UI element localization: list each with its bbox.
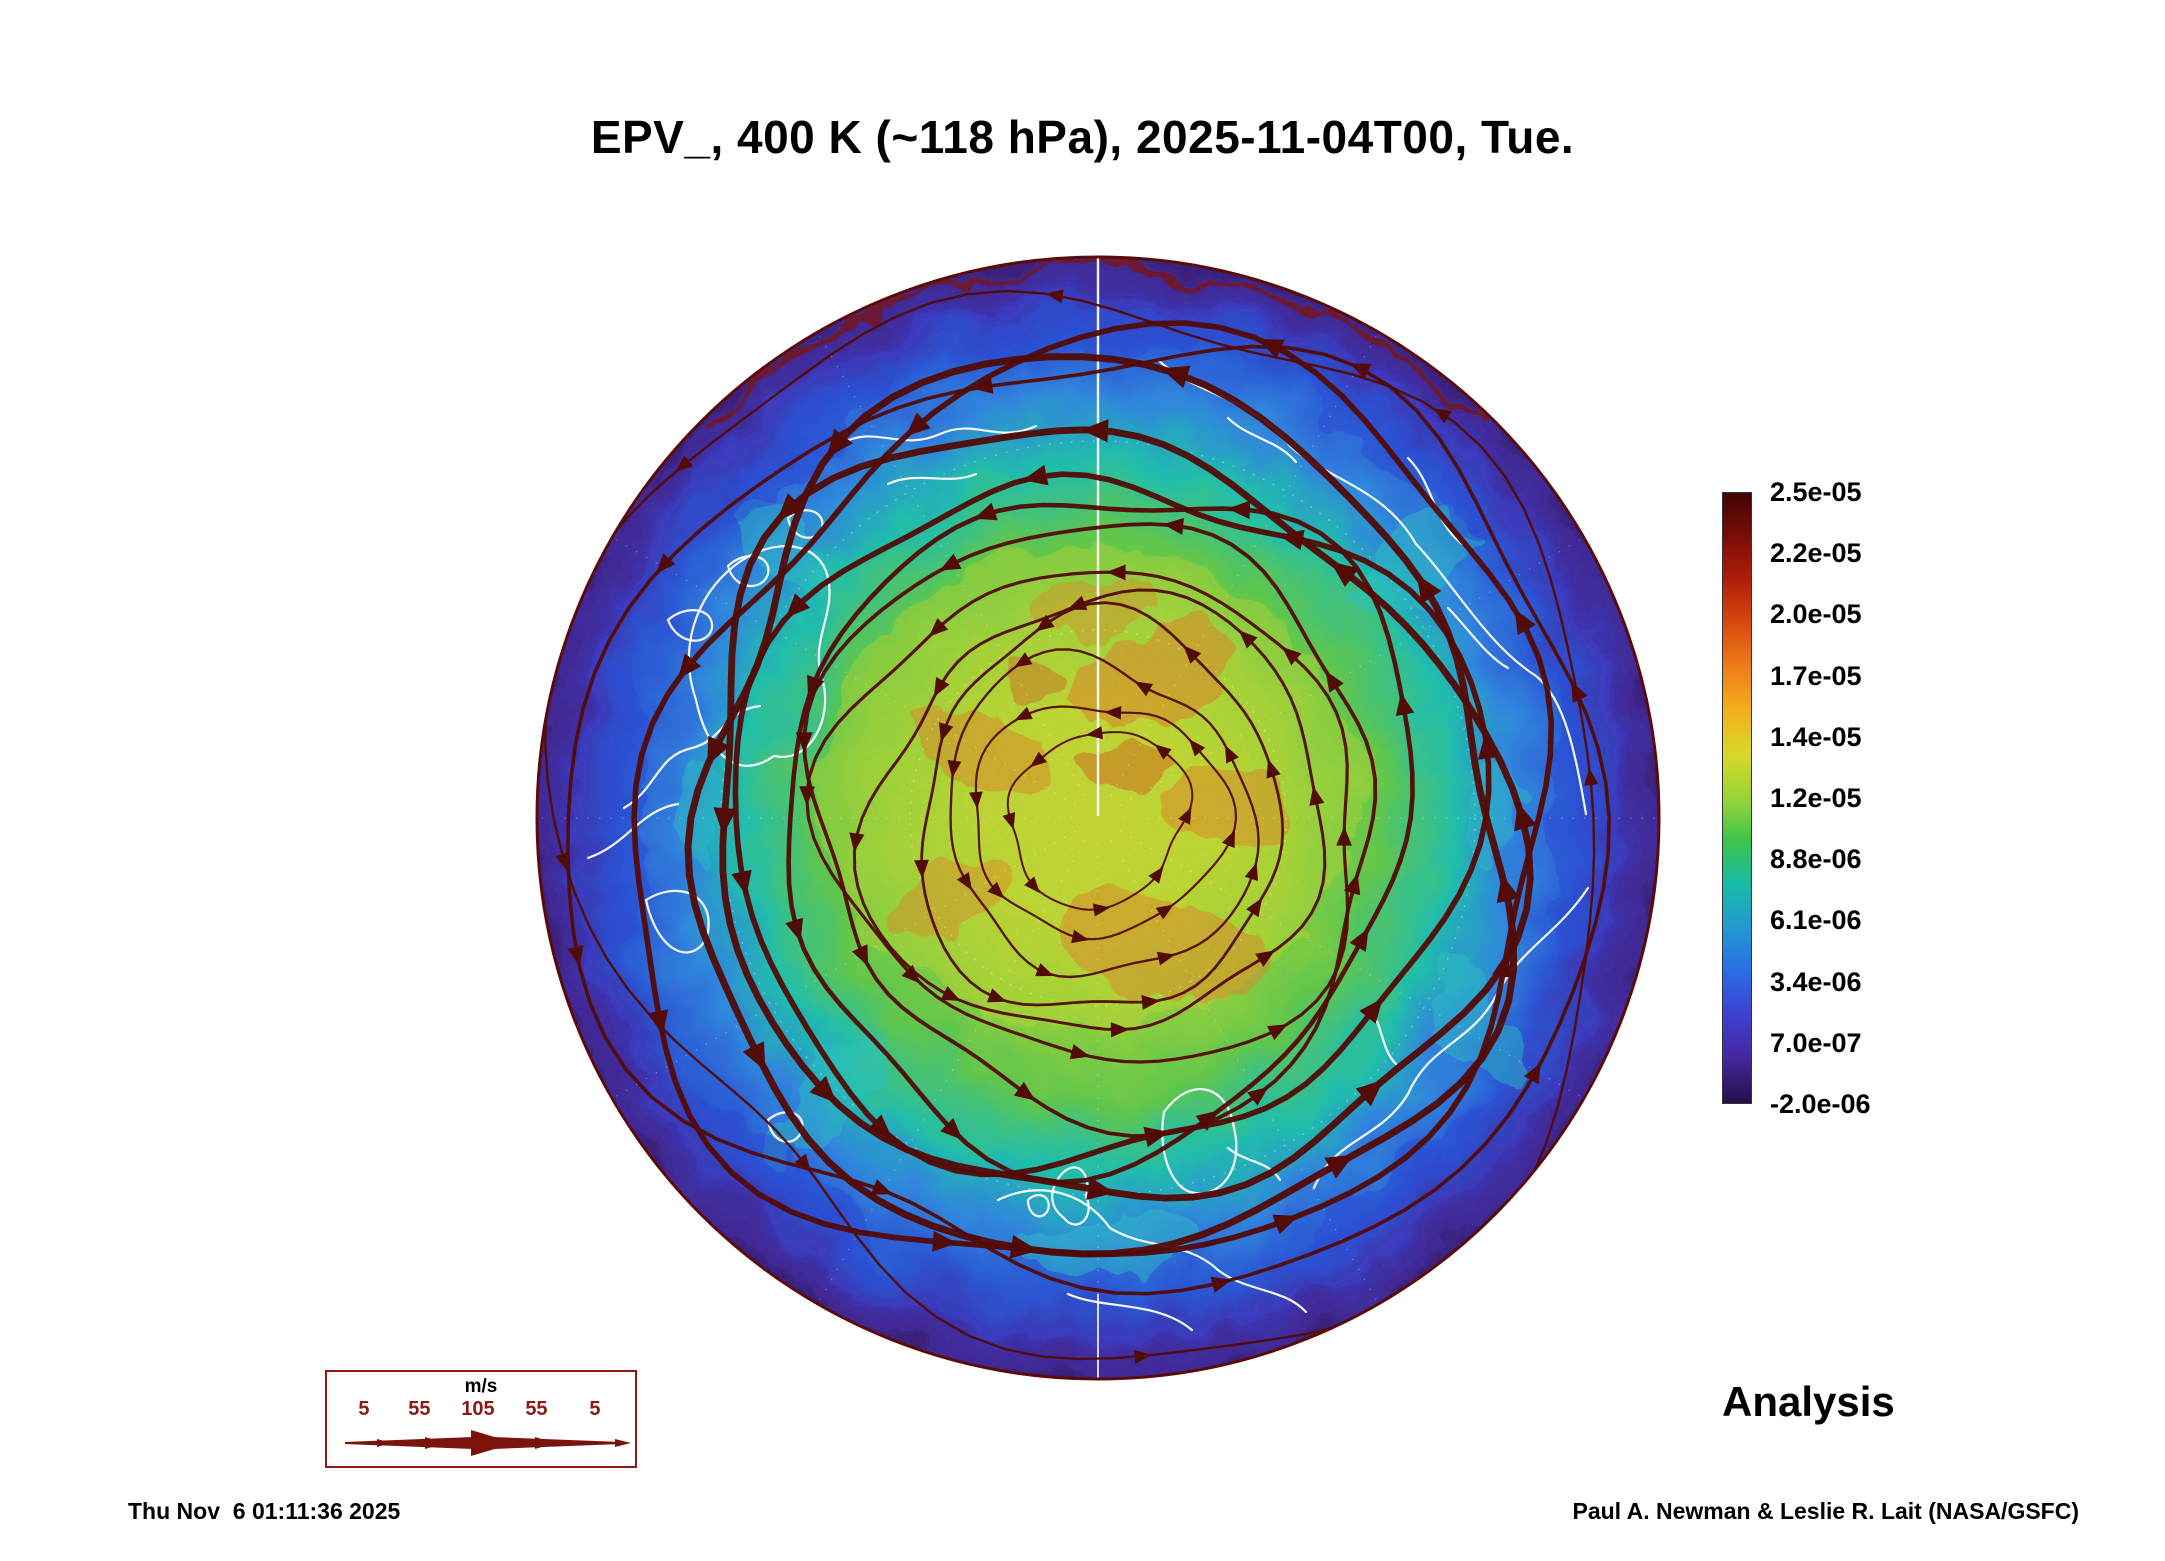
coastline-uk xyxy=(1051,1166,1090,1226)
wind-speed-label: 5 xyxy=(589,1398,601,1420)
polar-epv-map xyxy=(535,255,1661,1381)
wind-speed-label: 105 xyxy=(461,1398,495,1420)
coastline-scandinavia xyxy=(1161,1088,1238,1195)
colorbar-tick: 1.7e-05 xyxy=(1770,660,1862,691)
wind-speed-labels: 5 55 105 55 5 xyxy=(327,1398,635,1422)
wind-speed-legend: m/s 5 55 105 55 5 xyxy=(325,1370,637,1468)
colorbar-tick: 3.4e-06 xyxy=(1770,966,1862,997)
coastline-arctic-island xyxy=(666,609,714,642)
colorbar-tick-labels: 2.5e-05 2.2e-05 2.0e-05 1.7e-05 1.4e-05 … xyxy=(1770,475,1871,1121)
wind-speed-label: 55 xyxy=(525,1398,548,1420)
colorbar-tick: 2.5e-05 xyxy=(1770,477,1862,507)
coastline-hudson-bay xyxy=(644,889,710,954)
colorbar-tick: 2.0e-05 xyxy=(1770,599,1862,630)
coastline-eurasia xyxy=(1312,886,1590,1190)
colorbar-tick: 1.4e-05 xyxy=(1770,721,1862,752)
coastline-ireland xyxy=(1026,1193,1050,1218)
coastline-alaska xyxy=(838,424,1038,446)
wind-units-label: m/s xyxy=(464,1376,498,1397)
colorbar-tick: 6.1e-06 xyxy=(1770,905,1862,936)
coastline-siberia xyxy=(1446,606,1510,670)
analysis-label: Analysis xyxy=(1722,1378,1895,1425)
colorbar-gradient xyxy=(1722,492,1752,1104)
colorbar-tick: 8.8e-06 xyxy=(1770,844,1862,875)
plot-title: EPV_, 400 K (~118 hPa), 2025-11-04T00, T… xyxy=(590,111,1575,163)
colorbar-tick: -2.0e-06 xyxy=(1770,1088,1871,1119)
coastline-alaska xyxy=(886,472,978,486)
coastline-siberia xyxy=(1226,416,1298,464)
coastline-baltic xyxy=(1226,1146,1282,1182)
colorbar-tick: 1.2e-05 xyxy=(1770,782,1862,813)
coastline-arctic-island xyxy=(726,555,770,588)
colorbar-tick: 2.2e-05 xyxy=(1770,538,1862,569)
credit-line: Paul A. Newman & Leslie R. Lait (NASA/GS… xyxy=(1572,1498,2079,1524)
coastline-mediterranean xyxy=(1066,1292,1194,1332)
generation-timestamp: Thu Nov 6 01:11:36 2025 xyxy=(128,1498,401,1524)
coastline-greenland xyxy=(687,545,831,767)
map-rim-circle xyxy=(535,255,1661,1381)
wind-speed-label: 55 xyxy=(408,1398,431,1420)
colorbar-tick: 7.0e-07 xyxy=(1770,1027,1862,1058)
wind-arrow-scale-icon xyxy=(345,1430,631,1456)
wind-speed-label: 5 xyxy=(358,1398,370,1420)
